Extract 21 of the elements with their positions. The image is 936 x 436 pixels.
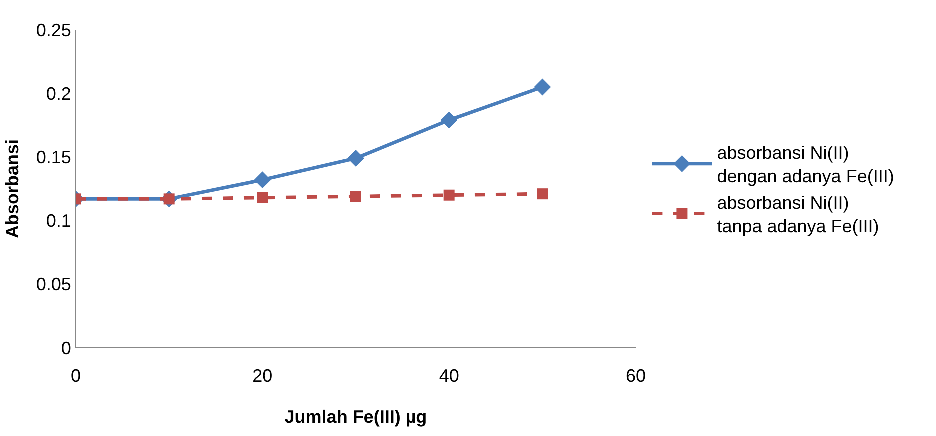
x-tick-label: 40: [439, 366, 460, 386]
y-tick-label: 0.1: [46, 211, 72, 232]
point: [444, 190, 455, 201]
y-tick-label: 0.2: [46, 84, 72, 104]
y-axis-title: Absorbansi: [2, 139, 23, 239]
y-tick-label: 0: [61, 338, 72, 358]
point: [257, 192, 268, 204]
point: [537, 188, 548, 200]
point: [348, 150, 364, 167]
point: [350, 191, 362, 202]
legend-label: absorbansi Ni(II) tanpa adanya Fe(III): [717, 193, 880, 236]
x-tick-label: 20: [252, 366, 273, 386]
y-tick-label: 0.15: [36, 148, 72, 168]
x-axis-title: Jumlah Fe(III) µg: [284, 407, 428, 428]
point: [534, 78, 552, 96]
y-tick-label: 0.25: [36, 20, 72, 40]
x-tick-label: 60: [626, 366, 646, 386]
legend-label: absorbansi Ni(II) dengan adanya Fe(III): [717, 143, 894, 187]
point: [254, 172, 272, 189]
y-tick-label: 0.05: [36, 274, 72, 295]
point: [440, 112, 458, 129]
